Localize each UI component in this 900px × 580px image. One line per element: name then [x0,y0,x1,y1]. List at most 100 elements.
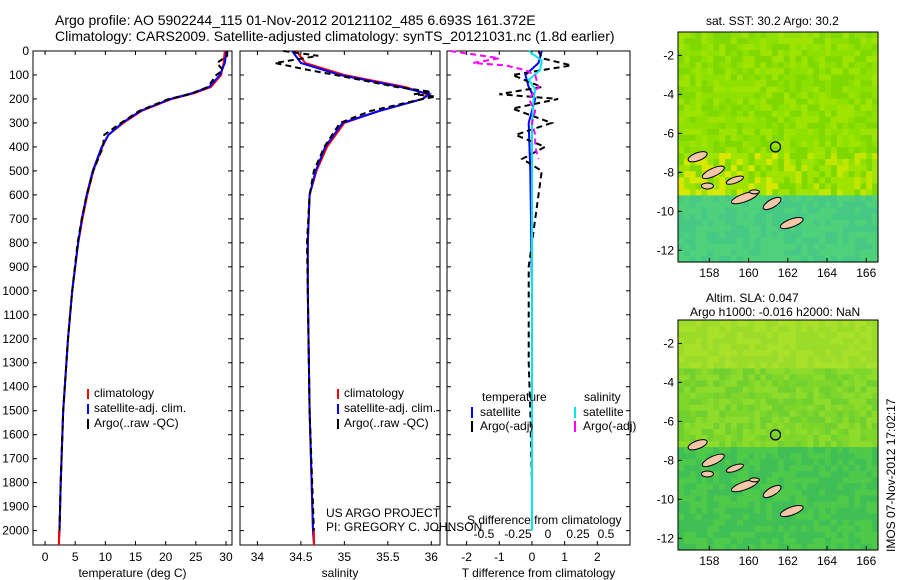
map-cell [795,38,803,45]
map-cell [695,225,703,233]
map-cell [766,471,773,478]
map-cell [742,249,750,257]
map-cell [683,374,691,382]
map-cell [783,435,791,442]
map-cell [778,80,785,88]
map-cell [730,344,738,351]
map-cell [760,416,767,424]
map-cell [713,74,720,82]
map-cell [848,122,856,130]
map-cell [813,243,820,251]
map-cell [678,134,685,142]
map-cell [754,50,761,57]
map-cell [830,116,838,124]
map-cell [678,237,685,245]
map-cell [813,380,820,388]
map-cell [830,74,838,82]
map-y-tick-label: -12 [657,531,675,545]
map-cell [819,56,826,63]
legend-label: satellite-adj. clim. [94,401,186,415]
map-cell [860,350,867,357]
map-cell [795,110,803,118]
map-cell [872,237,879,245]
map-cell [866,320,873,327]
map-cell [719,483,726,491]
map-cell [772,38,779,45]
map-cell [772,477,779,485]
map-cell [736,86,744,94]
map-cell [760,165,767,172]
map-cell [719,237,726,245]
map-cell [760,513,767,521]
map-cell [730,525,738,533]
map-cell [836,356,844,363]
map-cell [842,104,850,112]
map-cell [701,435,708,442]
map-cell [701,213,708,221]
map-cell [730,62,738,69]
map-cell [772,68,779,75]
map-cell [848,80,856,88]
map-cell [836,392,844,400]
map-cell [725,350,732,357]
map-cell [766,435,773,442]
map-cell [736,320,744,327]
map-cell [842,56,850,63]
map-cell [766,195,773,203]
map-cell [754,465,761,472]
map-cell [689,374,697,382]
map-cell [801,356,808,363]
map-cell [760,537,767,545]
map-cell [719,543,726,551]
island-shape [748,189,760,195]
map-cell [701,189,708,197]
series-line-t-argo-adj- [499,50,572,531]
map-cell [848,495,856,503]
map-cell [860,74,867,82]
map-cell [860,422,867,430]
map-cell [766,441,773,448]
map-cell [842,338,850,345]
map-cell [854,74,861,82]
map-cell [689,386,697,394]
map-sst-map [678,32,879,263]
map-cell [819,38,826,45]
map-cell [725,410,732,418]
map-cell [783,225,791,233]
map-cell [866,140,873,148]
map-cell [719,495,726,503]
map-cell [766,207,773,215]
map-cell [860,441,867,448]
map-cell [683,231,691,239]
map-cell [778,519,785,527]
map-cell [725,356,732,363]
map-cell [683,525,691,533]
map-cell [848,386,856,394]
map-cell [707,50,714,57]
map-cell [701,237,708,245]
map-cell [766,483,773,491]
map-cell [713,153,720,160]
map-cell [842,219,850,227]
map-cell [707,416,714,424]
map-cell [742,62,750,69]
map-cell [730,374,738,382]
map-cell [872,92,879,100]
map-cell [830,368,838,376]
map-cell [807,207,814,215]
map-cell [783,128,791,136]
map-cell [783,231,791,239]
map-cell [789,177,797,184]
map-cell [725,62,732,69]
map-cell [748,213,756,221]
y-tick-label: 1900 [2,500,29,514]
map-cell [683,38,691,45]
map-cell [683,255,691,263]
island-shape [700,470,714,478]
map-cell [789,231,797,239]
map-cell [766,350,773,357]
map-cell [736,128,744,136]
map-cell [748,368,756,376]
map-cell [789,255,797,263]
map-cell [830,183,838,190]
